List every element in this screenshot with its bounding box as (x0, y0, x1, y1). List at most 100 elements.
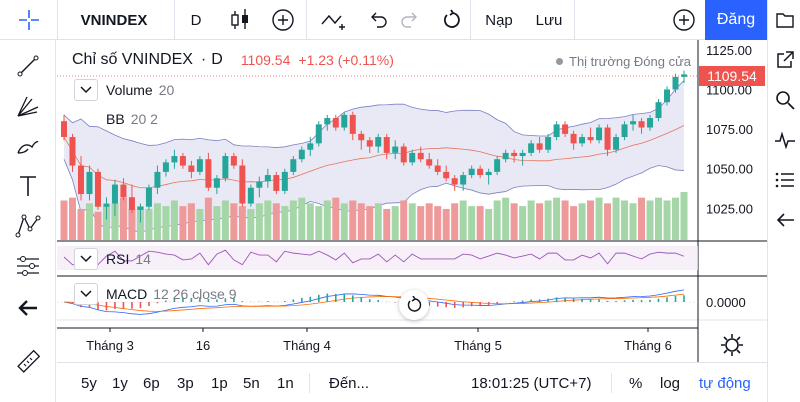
candle-body (502, 152, 509, 160)
range-1d[interactable]: 1n (277, 363, 294, 402)
volume-bar (289, 200, 297, 240)
price-tick-label: 1100.00 (706, 83, 752, 98)
pattern-icon[interactable] (0, 206, 56, 246)
volume-bar (306, 203, 314, 240)
symbol-search-button[interactable]: VNINDEX (64, 0, 164, 40)
redo-icon[interactable] (394, 0, 426, 40)
volume-bar (357, 203, 365, 240)
volume-bar (230, 203, 238, 240)
range-3m[interactable]: 3p (177, 363, 194, 402)
main-legend: Chỉ số VNINDEX · D 1109.54 +1.23 (+0.11%… (72, 51, 394, 68)
candle-body (460, 175, 467, 185)
timezone-button[interactable]: 18:01:25 (UTC+7) (471, 363, 591, 402)
back-arrow-icon[interactable] (0, 288, 56, 328)
log-toggle[interactable]: log (660, 363, 680, 402)
candle-body (672, 76, 679, 90)
crosshair-icon[interactable] (0, 0, 58, 40)
candle-body (315, 124, 322, 144)
brush-icon[interactable] (0, 126, 56, 166)
trend-line-icon[interactable] (0, 46, 56, 86)
search-icon[interactable] (768, 82, 800, 118)
add-icon[interactable] (666, 0, 702, 40)
save-button[interactable]: Lưu (526, 0, 572, 40)
candle-body (528, 143, 535, 153)
candle-body (264, 175, 271, 182)
range-1m[interactable]: 1p (211, 363, 228, 402)
candle-body (332, 118, 339, 128)
auto-scale-toggle[interactable]: tự động (699, 363, 751, 402)
volume-bar (502, 197, 510, 240)
candle-body (417, 152, 424, 160)
candle-body (358, 133, 365, 141)
load-button[interactable]: Nạp (472, 0, 526, 40)
list-icon[interactable] (768, 162, 800, 198)
volume-bar (536, 203, 544, 240)
open-external-icon[interactable] (768, 42, 800, 78)
candle-body (468, 168, 475, 176)
volume-bar (102, 206, 110, 240)
candles-icon[interactable] (220, 0, 260, 40)
prediction-icon[interactable] (0, 246, 56, 286)
collapse-rsi-button[interactable] (74, 248, 98, 270)
collapse-macd-button[interactable] (74, 283, 98, 305)
bb-basis-line (63, 125, 685, 189)
volume-bar (162, 206, 170, 240)
publish-button[interactable]: Đăng (705, 0, 767, 40)
volume-bar (391, 206, 399, 240)
volume-bar (468, 206, 476, 240)
volume-bar (442, 208, 450, 240)
range-6m[interactable]: 6p (143, 363, 160, 402)
chart-canvas[interactable]: 1125.00 1100.00 1075.00 1050.00 1025.00 0.000… (0, 0, 767, 362)
candle-body (137, 206, 144, 210)
volume-bar (493, 200, 501, 240)
range-1y[interactable]: 1y (112, 363, 128, 402)
refresh-icon[interactable] (434, 0, 470, 40)
ruler-icon[interactable] (0, 342, 56, 382)
rsi-line (63, 249, 685, 266)
volume-bar (247, 208, 255, 240)
arrow-left-icon[interactable] (768, 202, 800, 238)
volume-bar (612, 197, 620, 240)
volume-bar (238, 206, 246, 240)
compare-icon[interactable] (313, 0, 357, 40)
candle-body (519, 152, 526, 157)
add-indicator-icon[interactable] (263, 0, 303, 40)
undo-icon[interactable] (362, 0, 394, 40)
range-5d[interactable]: 5n (243, 363, 260, 402)
volume-bar (264, 200, 272, 240)
volume-bar (561, 200, 569, 240)
volume-bar (519, 206, 527, 240)
settings-icon[interactable] (721, 334, 743, 356)
pulse-icon[interactable] (768, 122, 800, 158)
candle-body (536, 143, 543, 150)
candle-body (273, 175, 280, 191)
price-tick-label: 1125.00 (706, 43, 752, 58)
candle-body (366, 140, 373, 147)
goto-date-button[interactable]: Đến... (329, 363, 369, 402)
text-icon[interactable] (0, 166, 56, 206)
volume-bar (646, 200, 654, 240)
candle-body (247, 187, 254, 204)
candle-body (604, 127, 611, 150)
chevron-down-icon (80, 290, 92, 298)
volume-bar (111, 203, 119, 240)
volume-bar (459, 200, 467, 240)
collapse-legend-button[interactable] (74, 79, 98, 101)
folder-icon[interactable] (768, 2, 800, 38)
chevron-down-icon (80, 255, 92, 263)
candle-body (655, 102, 662, 119)
volume-bar (434, 206, 442, 240)
candle-body (281, 171, 288, 191)
status-dot-icon (556, 58, 563, 65)
candle-body (341, 114, 348, 128)
range-label: 6p (143, 374, 160, 392)
percent-toggle[interactable]: % (629, 363, 642, 402)
reset-chart-button[interactable] (399, 290, 429, 320)
interval-button[interactable]: D (175, 0, 217, 40)
chevron-down-icon (80, 86, 92, 94)
pitchfork-icon[interactable] (0, 86, 56, 126)
volume-bar (425, 203, 433, 240)
range-5y[interactable]: 5y (81, 363, 97, 402)
volume-bar (323, 200, 331, 240)
market-status-text: Thị trường Đóng cửa (569, 54, 692, 69)
